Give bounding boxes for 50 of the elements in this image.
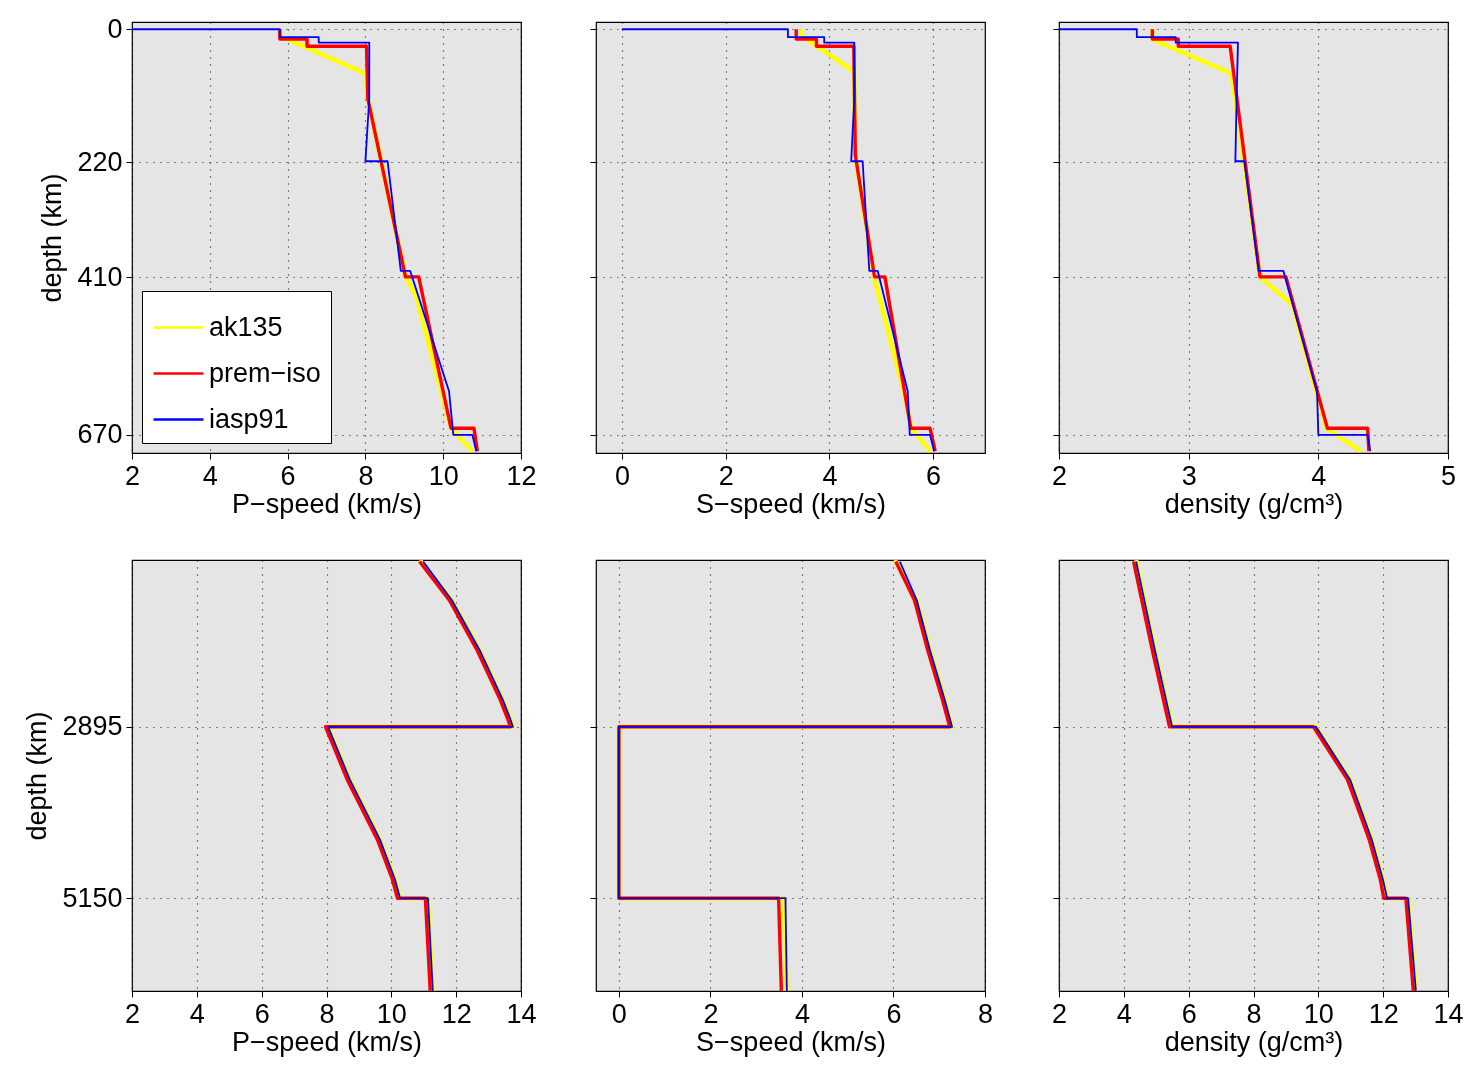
x-tick-label: 8 xyxy=(977,998,994,1029)
x-tick-label: 0 xyxy=(611,998,627,1029)
x-tick-label: 12 xyxy=(506,460,537,491)
x-tick-label: 2 xyxy=(124,998,141,1029)
x-tick-label: 10 xyxy=(428,460,459,491)
x-tick-label: 6 xyxy=(254,998,270,1029)
x-tick-label: 6 xyxy=(280,460,296,491)
y-tick-label: 410 xyxy=(77,261,123,292)
x-tick-label: 6 xyxy=(886,998,902,1029)
y-tick-label: 2895 xyxy=(62,711,123,742)
y-axis-title: depth (km) xyxy=(37,173,68,303)
x-axis-title: density (g/cm³) xyxy=(1164,488,1344,519)
x-tick-label: 2 xyxy=(1051,460,1068,491)
x-axis-title: S−speed (km/s) xyxy=(696,1026,886,1057)
x-tick-label: 6 xyxy=(1181,998,1197,1029)
legend-label: iasp91 xyxy=(209,403,289,434)
legend-label: prem−iso xyxy=(209,357,321,388)
y-tick-label: 220 xyxy=(77,146,123,177)
x-tick-label: 14 xyxy=(1433,998,1464,1029)
x-tick-label: 4 xyxy=(189,998,205,1029)
x-tick-label: 12 xyxy=(441,998,472,1029)
x-tick-label: 3 xyxy=(1181,460,1197,491)
y-tick-label: 0 xyxy=(107,13,123,44)
x-tick-label: 2 xyxy=(718,460,734,491)
x-tick-label: 8 xyxy=(1246,998,1262,1029)
x-tick-label: 12 xyxy=(1368,998,1399,1029)
x-tick-label: 8 xyxy=(358,460,374,491)
x-axis-title: P−speed (km/s) xyxy=(232,488,422,519)
x-tick-label: 2 xyxy=(124,460,141,491)
x-axis-title: S−speed (km/s) xyxy=(696,488,886,519)
x-tick-label: 4 xyxy=(822,460,838,491)
y-tick-label: 5150 xyxy=(62,882,123,913)
x-tick-label: 4 xyxy=(1116,998,1132,1029)
x-tick-label: 0 xyxy=(614,460,630,491)
x-tick-label: 4 xyxy=(1311,460,1327,491)
x-tick-label: 4 xyxy=(794,998,810,1029)
x-tick-label: 5 xyxy=(1440,460,1457,491)
x-axis-title: P−speed (km/s) xyxy=(232,1026,422,1057)
legend-label: ak135 xyxy=(209,311,283,342)
x-tick-label: 10 xyxy=(376,998,407,1029)
x-tick-label: 6 xyxy=(926,460,942,491)
x-axis-title: density (g/cm³) xyxy=(1164,1026,1344,1057)
y-axis-title: depth (km) xyxy=(22,711,53,841)
x-tick-label: 14 xyxy=(506,998,537,1029)
x-tick-label: 2 xyxy=(703,998,719,1029)
y-tick-label: 670 xyxy=(77,419,123,450)
x-tick-label: 8 xyxy=(319,998,335,1029)
x-tick-label: 2 xyxy=(1051,998,1068,1029)
x-tick-label: 4 xyxy=(202,460,218,491)
x-tick-label: 10 xyxy=(1303,998,1334,1029)
